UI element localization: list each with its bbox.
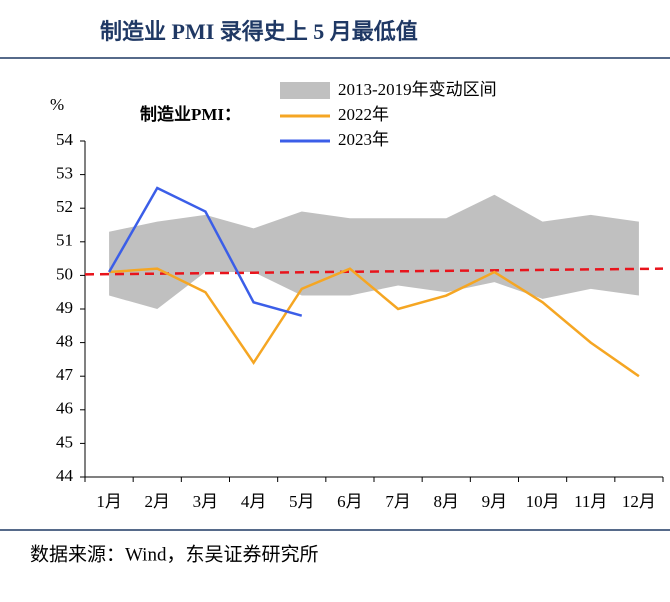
x-tick-label: 2月 — [145, 492, 171, 511]
y-tick-label: 50 — [56, 264, 73, 283]
y-tick-label: 51 — [56, 231, 73, 250]
legend-text: 2022年 — [338, 105, 389, 124]
y-tick-label: 53 — [56, 164, 73, 183]
y-tick-label: 48 — [56, 332, 73, 351]
y-tick-label: 45 — [56, 432, 73, 451]
legend-text: 2013-2019年变动区间 — [338, 80, 497, 99]
x-tick-label: 3月 — [193, 492, 219, 511]
x-tick-label: 10月 — [526, 492, 560, 511]
series-line — [107, 186, 303, 317]
x-tick-label: 6月 — [337, 492, 363, 511]
legend-label: 制造业PMI： — [140, 104, 241, 124]
y-tick-label: 52 — [56, 197, 73, 216]
chart-title: 制造业 PMI 录得史上 5 月最低值 — [100, 19, 418, 44]
legend-swatch — [280, 82, 330, 99]
y-unit: % — [50, 95, 64, 114]
y-tick-label: 44 — [56, 466, 74, 485]
x-tick-label: 4月 — [241, 492, 267, 511]
y-tick-label: 47 — [56, 365, 74, 384]
range-band — [109, 194, 639, 309]
x-tick-label: 9月 — [482, 492, 508, 511]
series-line — [108, 267, 640, 378]
y-tick-label: 46 — [56, 399, 73, 418]
source: 数据来源：Wind，东吴证券研究所 — [30, 543, 318, 565]
x-tick-label: 5月 — [289, 492, 315, 511]
x-tick-label: 1月 — [96, 492, 122, 511]
x-tick-label: 11月 — [574, 492, 607, 511]
x-tick-label: 7月 — [385, 492, 411, 511]
y-tick-label: 54 — [56, 130, 74, 149]
x-tick-label: 8月 — [434, 492, 460, 511]
x-tick-label: 12月 — [622, 492, 656, 511]
reference-line — [84, 267, 664, 276]
y-tick-label: 49 — [56, 298, 73, 317]
legend-text: 2023年 — [338, 130, 389, 149]
